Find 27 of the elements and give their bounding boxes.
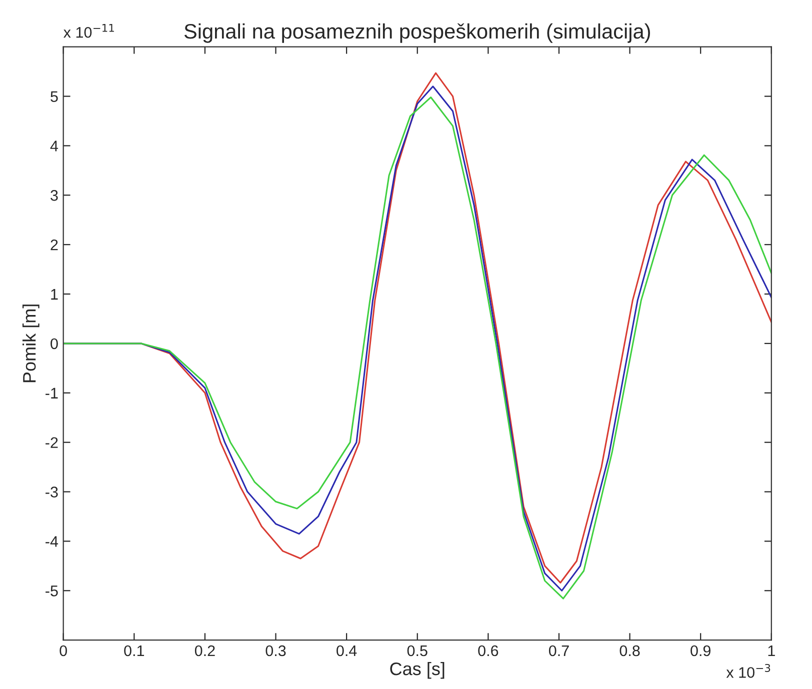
x-tick-label: 0.9	[690, 645, 710, 656]
x-tick-label: 0.1	[124, 645, 144, 656]
y-tick-label: -1	[46, 388, 58, 398]
x-tick-label: 0.4	[336, 645, 357, 656]
y-tick-label: 5	[50, 91, 58, 102]
y-tick-label: 1	[51, 289, 58, 300]
y-tick-label: -5	[46, 586, 58, 596]
y-tick-label: -4	[46, 536, 58, 547]
chart-title: Signali na posameznih pospeškomerih (simulacija)	[184, 23, 650, 43]
y-tick-label: 0	[50, 338, 58, 350]
x-tick-label: 0.3	[266, 645, 286, 656]
x-tick-label: 0.7	[548, 645, 569, 656]
y-tick-label: 2	[50, 239, 58, 250]
x-tick-label: 0.2	[194, 645, 215, 656]
x-tick-label: 0.8	[620, 645, 640, 656]
y-tick-label: -2	[46, 437, 58, 448]
y-tick-label: -3	[46, 486, 58, 498]
y-axis-title: Pomik [m]	[22, 304, 40, 382]
x-axis-title: Cas [s]	[390, 662, 444, 679]
y-tick-label: 4	[50, 140, 58, 152]
x-tick-label: 0.6	[478, 645, 498, 656]
text: x 10$^{−3}$	[726, 664, 770, 678]
text: x 10$^{−11}$	[64, 24, 114, 38]
x-tick-label: 0	[60, 645, 67, 656]
y-tick-label: 3	[50, 190, 58, 201]
x-tick-label: 1	[768, 646, 775, 656]
x-tick-label: 0.5	[407, 645, 428, 656]
